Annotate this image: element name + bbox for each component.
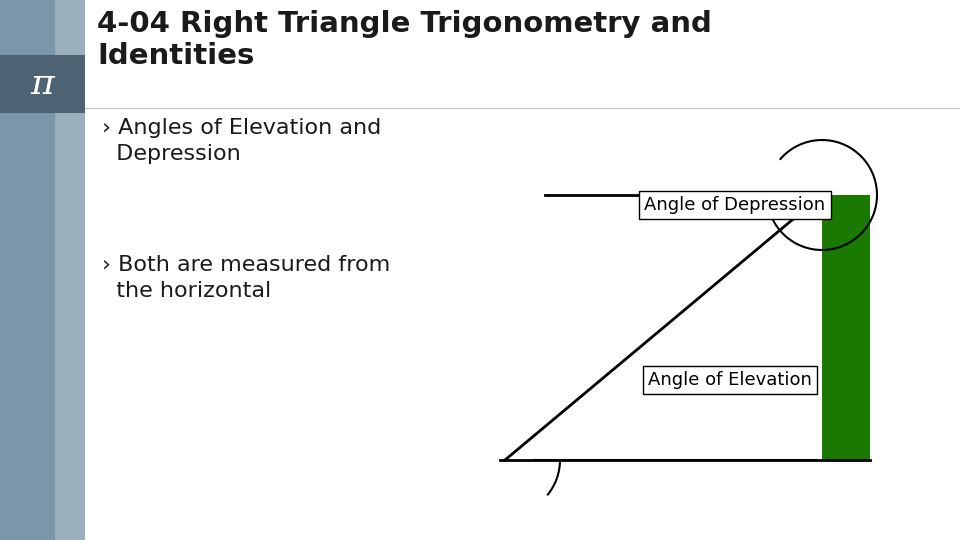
- Bar: [0, 55, 85, 113]
- Bar: [55, 0, 85, 540]
- Text: the horizontal: the horizontal: [102, 281, 272, 301]
- Text: › Both are measured from: › Both are measured from: [102, 255, 391, 275]
- Bar: [0, 0, 55, 540]
- Text: Angle of Elevation: Angle of Elevation: [648, 371, 812, 389]
- Text: π: π: [31, 67, 55, 101]
- Text: Angle of Depression: Angle of Depression: [644, 196, 826, 214]
- Text: 4-04 Right Triangle Trigonometry and: 4-04 Right Triangle Trigonometry and: [97, 10, 712, 38]
- Text: › Angles of Elevation and: › Angles of Elevation and: [102, 118, 381, 138]
- Bar: [822, 195, 870, 460]
- Text: Depression: Depression: [102, 144, 241, 164]
- Text: Identities: Identities: [97, 42, 254, 70]
